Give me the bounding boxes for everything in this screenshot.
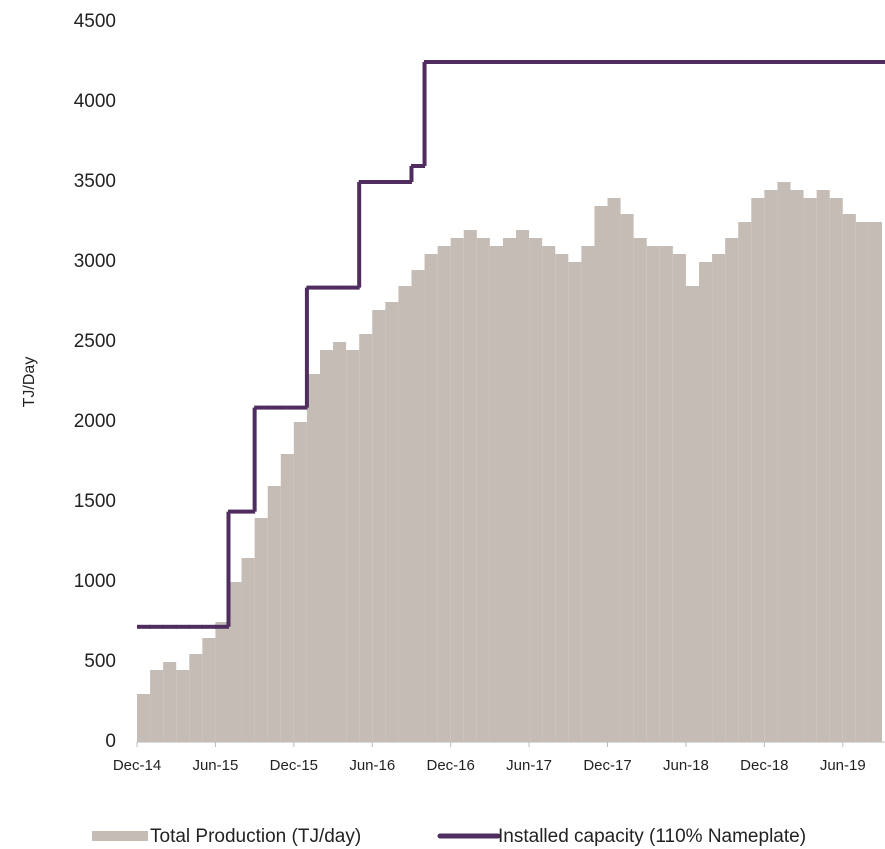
legend-swatch — [92, 831, 148, 841]
x-tick-label: Jun-15 — [192, 757, 238, 774]
bar — [764, 190, 778, 742]
bar — [555, 254, 569, 742]
y-tick-label: 1000 — [74, 571, 116, 592]
bar — [581, 246, 595, 742]
bar — [202, 638, 216, 742]
x-tick-label: Jun-17 — [506, 757, 552, 774]
bar — [699, 262, 713, 742]
bar — [842, 214, 856, 742]
bar — [712, 254, 726, 742]
bar — [672, 254, 686, 742]
bar — [633, 238, 647, 742]
bar — [751, 198, 765, 742]
bar — [137, 694, 151, 742]
x-tick-label: Dec-16 — [427, 757, 475, 774]
bar — [489, 246, 503, 742]
bar — [411, 270, 425, 742]
y-tick-label: 3500 — [74, 171, 116, 192]
bar — [319, 350, 334, 742]
bar — [725, 238, 739, 742]
bar — [150, 670, 164, 742]
bar — [868, 222, 882, 742]
bar — [280, 454, 294, 742]
x-tick-label: Dec-14 — [113, 757, 161, 774]
bar — [659, 246, 673, 742]
legend-label: Installed capacity (110% Nameplate) — [498, 826, 806, 847]
bar — [568, 262, 582, 742]
bar — [803, 198, 817, 742]
bar — [516, 230, 530, 742]
x-tick-label: Jun-16 — [349, 757, 395, 774]
y-tick-label: 500 — [84, 651, 116, 672]
bar — [529, 238, 543, 742]
bar — [777, 182, 791, 742]
bar — [372, 310, 386, 742]
bar — [450, 238, 464, 742]
bar — [215, 622, 229, 742]
y-tick-label: 0 — [105, 731, 116, 752]
bar — [646, 246, 660, 742]
bar — [607, 198, 621, 742]
bar — [293, 422, 307, 742]
bar — [346, 350, 360, 742]
bar — [254, 518, 268, 742]
x-tick-label: Jun-18 — [663, 757, 709, 774]
bar — [816, 190, 830, 742]
bar — [502, 238, 517, 742]
bar — [594, 206, 608, 742]
bar — [163, 662, 177, 742]
y-tick-label: 1500 — [74, 491, 116, 512]
bar — [228, 582, 242, 742]
x-tick-label: Jun-19 — [820, 757, 866, 774]
bar — [437, 246, 451, 742]
bar — [241, 558, 255, 742]
bar — [267, 486, 281, 742]
y-tick-label: 3000 — [74, 251, 116, 272]
bar — [476, 238, 490, 742]
bar — [855, 222, 869, 742]
bar — [306, 374, 320, 742]
bar — [790, 190, 804, 742]
y-tick-label: 4000 — [74, 91, 116, 112]
bar — [189, 654, 203, 742]
bar — [463, 230, 477, 742]
x-tick-label: Dec-17 — [583, 757, 631, 774]
bar — [385, 302, 399, 742]
plot-area — [137, 60, 885, 742]
bar — [176, 670, 190, 742]
y-tick-label: 2500 — [74, 331, 116, 352]
y-axis-label: TJ/Day — [21, 357, 38, 408]
bar — [333, 342, 347, 742]
bar — [738, 222, 752, 742]
x-tick-label: Dec-18 — [740, 757, 788, 774]
bar — [398, 286, 412, 742]
y-tick-label: 2000 — [74, 411, 116, 432]
bar — [424, 254, 438, 742]
bar — [620, 214, 634, 742]
legend-label: Total Production (TJ/day) — [150, 826, 361, 847]
y-tick-label: 4500 — [74, 11, 116, 32]
bar — [829, 198, 843, 742]
bar — [685, 286, 700, 742]
bar — [359, 334, 373, 742]
bar — [542, 246, 556, 742]
x-tick-label: Dec-15 — [270, 757, 318, 774]
